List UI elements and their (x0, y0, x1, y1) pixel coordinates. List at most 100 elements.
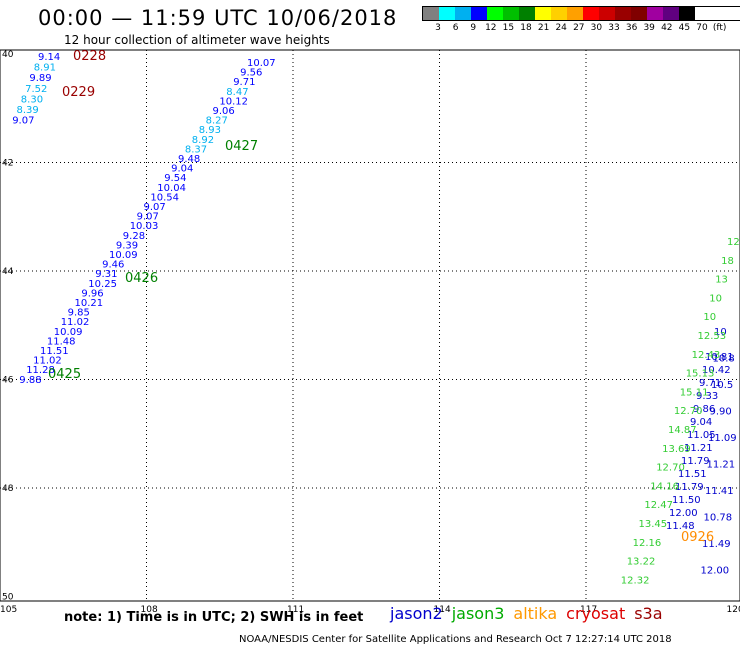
footer-credit: NOAA/NESDIS Center for Satellite Applica… (239, 634, 672, 645)
wave-height-label: 15.13 (686, 369, 715, 380)
wave-height-label: 12.00 (701, 566, 730, 577)
lat-tick-label: 46 (2, 376, 14, 386)
legend-swatch (679, 7, 695, 20)
wave-height-label: 11.49 (702, 539, 731, 550)
wave-height-label: 13 (715, 275, 728, 286)
wave-height-label: 9.04 (690, 417, 712, 428)
legend-label: 6 (452, 23, 459, 33)
wave-height-label: 10.03 (130, 221, 159, 232)
wave-height-label: 10 (703, 312, 716, 323)
legend-swatch (615, 7, 631, 20)
wave-height-label: 12.47 (644, 500, 673, 511)
lat-tick-label: 42 (2, 159, 13, 169)
legend-swatch (423, 7, 439, 20)
wave-height-label: 9.86 (693, 404, 715, 415)
wave-height-label: 8.47 (226, 87, 248, 98)
satellite-name: jason3 (451, 604, 505, 623)
legend-swatch (503, 7, 519, 20)
wave-height-label: 9.46 (102, 260, 124, 271)
wave-height-label: 11.02 (33, 356, 62, 367)
altimeter-tracks: 9.148.919.897.528.308.399.0710.079.569.7… (12, 52, 740, 586)
wave-height-label: 14.16 (650, 481, 679, 492)
pass-time-label: 0426 (125, 271, 158, 286)
wave-height-label: 11.21 (684, 443, 713, 454)
wave-height-label: 10.42 (702, 365, 731, 376)
wave-height-label: 8.27 (206, 116, 228, 127)
axis-tick-labels: 105 108 111 114 117 120 40 42 44 46 48 50 (0, 50, 740, 615)
wave-height-label: 8.30 (21, 94, 43, 105)
legend-label: 39 (643, 23, 655, 33)
legend-swatch (631, 7, 647, 20)
wave-height-label: 10.07 (247, 58, 276, 69)
wave-height-label: 9.07 (12, 116, 34, 127)
wave-height-label: 11.02 (61, 317, 90, 328)
wave-height-label: 10.25 (88, 279, 117, 290)
lon-tick-label: 105 (0, 605, 17, 615)
wave-height-label: 10.12 (219, 96, 248, 107)
wave-height-label: 11.79 (681, 456, 710, 467)
legend-label: 36 (625, 23, 638, 33)
wave-height-label: 11.50 (672, 495, 701, 506)
wave-height-label: 13.45 (639, 519, 668, 530)
legend-label: 33 (608, 23, 620, 33)
legend-label: 45 (678, 23, 691, 33)
legend-swatch (535, 7, 551, 20)
lon-tick-label: 117 (580, 605, 597, 615)
satellite-name: cryosat (566, 604, 626, 623)
lon-tick-label: 120 (727, 605, 740, 615)
wave-height-label: 9.54 (164, 173, 186, 184)
legend-label: 27 (573, 23, 585, 33)
pass-time-label: 0427 (225, 139, 258, 154)
note-text: note: 1) Time is in UTC; 2) SWH is in fe… (64, 610, 364, 625)
legend-label: 42 (661, 23, 673, 33)
wave-height-label: 15.11 (680, 387, 709, 398)
wave-height-label: 10.09 (109, 250, 138, 261)
wave-height-label: 10 (709, 293, 722, 304)
wave-height-label: 9.31 (95, 269, 117, 280)
wave-height-label: 11.21 (707, 460, 736, 471)
pass-time-label: 0425 (48, 367, 81, 382)
wave-height-label: 11.28 (26, 365, 55, 376)
wave-height-label: 11.41 (705, 486, 734, 497)
legend-swatch (439, 7, 455, 20)
legend-swatch (647, 7, 663, 20)
satellite-name: altika (513, 604, 558, 623)
wave-height-label: 12.70 (656, 463, 685, 474)
lat-tick-label: 44 (2, 267, 14, 277)
wave-height-label: 12.53 (698, 331, 727, 342)
lon-tick-label: 111 (287, 605, 304, 615)
wave-height-label: 9.88 (19, 375, 41, 386)
lon-tick-label: 108 (141, 605, 158, 615)
legend-label: (ft) (712, 23, 727, 33)
wave-height-label: 8.37 (185, 144, 207, 155)
legend-swatch (487, 7, 503, 20)
wave-height-label: 13.69 (662, 444, 691, 455)
wave-height-label: 18 (721, 256, 734, 267)
wave-height-label: 9.33 (696, 391, 718, 402)
color-legend: 3 6 9 12 15 18 21 24 27 30 33 36 39 42 45 70 (ft) (422, 6, 740, 35)
wave-height-label: 14.87 (668, 425, 697, 436)
legend-label: 30 (590, 23, 603, 33)
wave-height-label: 10.78 (704, 513, 733, 524)
wave-height-label: 10.09 (54, 327, 83, 338)
wave-height-label: 11.51 (40, 346, 69, 357)
legend-label: 21 (537, 23, 550, 33)
map-frame (0, 49, 740, 602)
legend-swatch (471, 7, 487, 20)
wave-height-label: 9.89 (29, 73, 51, 84)
wave-height-label: 9.96 (81, 288, 103, 299)
wave-height-label: 9.90 (710, 407, 732, 418)
wave-height-label: 9.14 (38, 52, 60, 63)
wave-height-label: 9.28 (123, 231, 145, 242)
map-title: 00:00 — 11:59 UTC 10/06/2018 (38, 6, 398, 30)
legend-swatch (599, 7, 615, 20)
wave-height-label: 8.93 (199, 125, 221, 136)
wave-height-label: 11.48 (47, 336, 76, 347)
legend-swatch (567, 7, 583, 20)
pass-time-label: 0926 (681, 530, 714, 545)
legend-label: 15 (502, 23, 515, 33)
pass-time-labels: 0228 0229 0427 0426 0425 0926 (48, 49, 714, 545)
lat-tick-label: 50 (2, 593, 14, 603)
legend-label: 12 (485, 23, 497, 33)
